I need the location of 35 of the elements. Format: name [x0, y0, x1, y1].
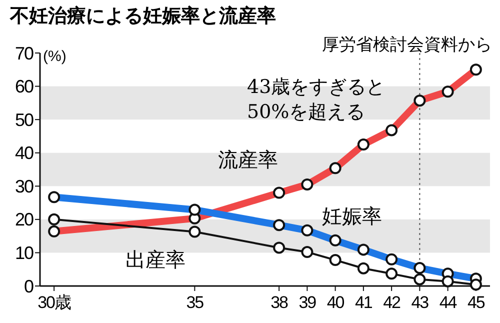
chart-title: 不妊治療による妊娠率と流産率: [9, 5, 276, 27]
x-tick-label: 44: [439, 293, 457, 312]
series-label: 流産率: [218, 150, 278, 172]
y-tick-label: 0: [24, 276, 34, 296]
x-tick-label: 35: [186, 293, 204, 312]
point: [386, 268, 398, 280]
y-tick-label: 50: [14, 110, 34, 130]
y-tick-label: 40: [14, 143, 34, 164]
x-tick-label: 39: [298, 293, 316, 312]
annotation: 43歳をすぎると 50%を超える: [247, 76, 386, 123]
x-tick-label: 42: [383, 293, 401, 312]
y-tick-label: 30: [14, 176, 34, 196]
annotation: 厚労省検討会資料から: [322, 35, 492, 54]
x-tick-label: 40: [326, 293, 344, 312]
point: [273, 242, 286, 254]
x-tick-label: 43: [411, 293, 429, 312]
y-axis-title: (%): [43, 48, 66, 65]
point: [442, 275, 454, 288]
point: [357, 262, 370, 274]
y-tick-label: 20: [14, 210, 34, 230]
point: [48, 213, 60, 226]
point: [301, 246, 314, 258]
x-tick-label: 38: [270, 293, 288, 312]
y-tick-label: 10: [14, 243, 34, 264]
series-label: 出産率: [125, 249, 186, 272]
x-tick-label: 30歳: [38, 293, 72, 312]
series-label: 妊娠率: [322, 206, 382, 228]
point: [414, 273, 426, 286]
y-tick-label: 70: [14, 43, 34, 64]
point: [188, 226, 201, 238]
x-tick-label: 45: [467, 293, 485, 312]
point: [329, 254, 342, 266]
y-tick-label: 60: [14, 76, 34, 97]
x-tick-label: 41: [354, 293, 372, 312]
point: [470, 278, 482, 291]
